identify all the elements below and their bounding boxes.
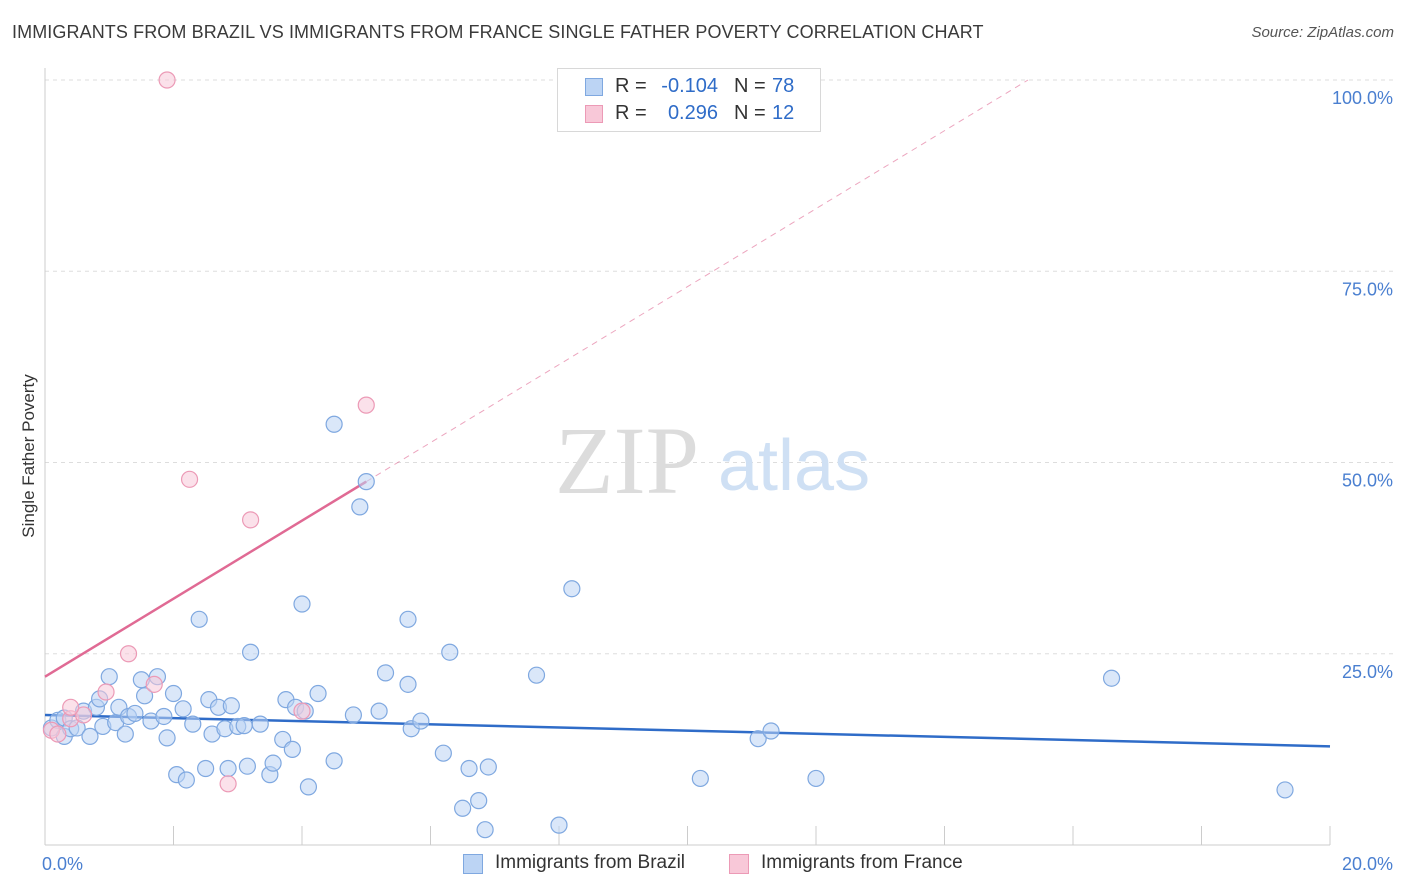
brazil-point (309, 684, 327, 703)
brazil-point (155, 707, 173, 726)
brazil-point (197, 759, 215, 778)
france-point (180, 470, 199, 488)
legend-r-label: R = (615, 75, 647, 97)
brazil-point (238, 757, 256, 775)
france-point (219, 775, 237, 793)
brazil-point (164, 684, 183, 703)
brazil-point (399, 675, 417, 693)
brazil-point (412, 712, 430, 730)
legend-swatch-france (585, 105, 603, 123)
brazil-point (242, 643, 260, 661)
legend-r-value: -0.104 (661, 75, 718, 97)
france-point (145, 675, 163, 693)
brazil-point (325, 415, 343, 433)
brazil-point (441, 643, 459, 661)
brazil-point (1276, 781, 1294, 799)
france-point (49, 725, 67, 743)
brazil-point (470, 792, 488, 810)
y-tick-label: 25.0% (1342, 662, 1393, 682)
brazil-point (434, 744, 452, 762)
france-point (62, 698, 80, 716)
legend-n-value: 78 (772, 75, 795, 97)
brazil-point (749, 730, 767, 748)
brazil-point (454, 799, 472, 817)
brazil-point (325, 752, 343, 770)
brazil-point (222, 697, 240, 715)
brazil-point (691, 769, 709, 788)
brazil-point (177, 771, 195, 789)
legend-row-france: R = 0.296 N = 12 (558, 102, 820, 128)
brazil-point (81, 727, 99, 745)
bottom-legend-swatch-france (729, 854, 749, 874)
brazil-point (479, 758, 497, 776)
brazil-point (158, 729, 176, 747)
brazil-point (283, 740, 301, 758)
y-tick-label: 50.0% (1342, 471, 1393, 491)
brazil-point (126, 704, 144, 723)
axis-layer: 25.0% 50.0% 75.0% 100.0% 0.0% 20.0% (42, 68, 1393, 874)
brazil-point (563, 580, 581, 598)
brazil-point (344, 706, 362, 724)
watermark-zip: ZIP (555, 407, 699, 514)
brazil-point (251, 715, 269, 733)
france-point (293, 702, 311, 720)
source-label: Source: ZipAtlas.com (1251, 24, 1394, 41)
brazil-point (219, 759, 237, 778)
points-layer (42, 71, 1294, 839)
chart-title: IMMIGRANTS FROM BRAZIL VS IMMIGRANTS FRO… (12, 22, 984, 42)
brazil-point (370, 702, 388, 720)
brazil-point (476, 821, 494, 839)
bottom-legend-label-france: Immigrants from France (761, 852, 963, 873)
legend-n-label: N = (734, 75, 766, 97)
y-tick-label: 75.0% (1342, 279, 1393, 299)
legend-swatch-brazil (585, 78, 603, 96)
brazil-point (299, 778, 318, 796)
watermark: ZIP atlas (555, 407, 870, 514)
brazil-point (399, 610, 417, 628)
brazil-point (807, 769, 825, 788)
brazil-point (135, 687, 154, 705)
legend-n-value: 12 (772, 102, 795, 124)
y-tick-label: 100.0% (1332, 88, 1393, 108)
correlation-legend: R = -0.104 N = 78 R = 0.296 N = 12 (557, 68, 821, 132)
brazil-point (293, 595, 311, 613)
brazil-point (376, 664, 395, 682)
legend-r-label: R = (615, 102, 647, 124)
bottom-legend-label-brazil: Immigrants from Brazil (495, 852, 686, 873)
legend-n-label: N = (734, 102, 766, 124)
legend-row-brazil: R = -0.104 N = 78 (558, 75, 820, 101)
brazil-point (460, 759, 478, 778)
brazil-point (190, 610, 208, 628)
brazil-point (174, 700, 192, 718)
grid-layer (45, 79, 1393, 655)
france-trend-extension (365, 79, 1029, 483)
brazil-point (116, 725, 134, 743)
france-point (158, 71, 176, 89)
brazil-point (762, 722, 780, 740)
france-point (357, 396, 375, 414)
bottom-legend-swatch-brazil (463, 854, 483, 874)
watermark-atlas: atlas (718, 426, 870, 506)
brazil-point (527, 666, 546, 684)
brazil-point (550, 816, 568, 834)
france-point (74, 706, 93, 724)
brazil-point (100, 668, 118, 686)
brazil-point (184, 715, 202, 733)
brazil-point (1102, 669, 1121, 687)
brazil-point (264, 754, 282, 772)
france-trend-line (44, 480, 367, 678)
brazil-point (235, 717, 253, 735)
x-tick-label: 20.0% (1342, 854, 1393, 874)
legend-r-value: 0.296 (667, 102, 718, 124)
x-tick-label: 0.0% (42, 854, 83, 874)
brazil-point (357, 473, 375, 491)
france-point (97, 683, 115, 701)
y-axis-label: Single Father Poverty (19, 374, 38, 538)
france-point (119, 645, 138, 663)
france-point (242, 511, 260, 529)
brazil-point (351, 498, 369, 516)
